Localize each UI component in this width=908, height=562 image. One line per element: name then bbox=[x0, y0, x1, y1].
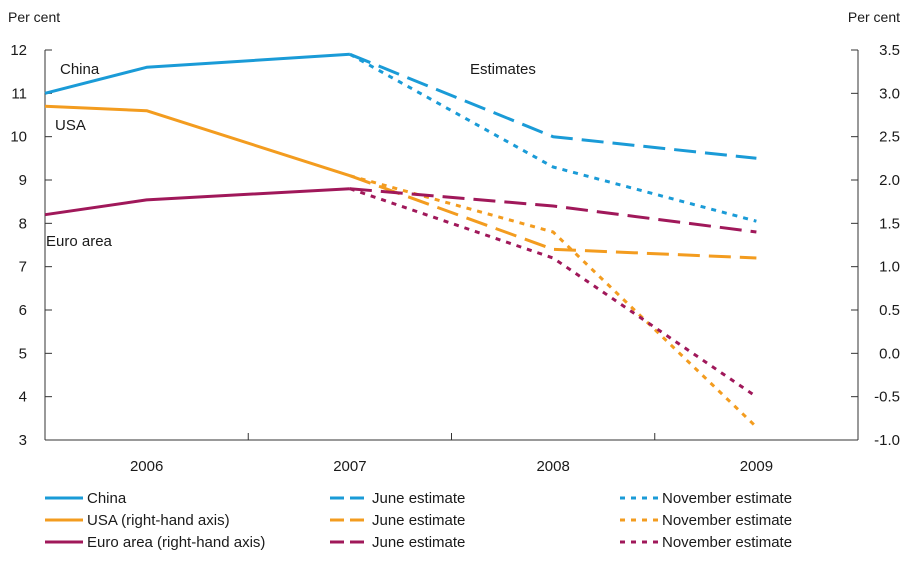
left-axis-tick-label: 8 bbox=[19, 215, 27, 232]
series-line-usa-june-estimate bbox=[349, 174, 757, 260]
series-line-euro-area-june-estimate bbox=[349, 187, 757, 234]
axes: 3 4 5 6 7 8 9 10 11 12 -1.0 -0.5 0.0 0.5 1.0 1.5 2.0 2.5 3… bbox=[10, 42, 900, 475]
x-axis-tick-label: 2006 bbox=[130, 458, 163, 475]
legend-label: Euro area (right-hand axis) bbox=[87, 534, 265, 551]
series-line-china-november-estimate bbox=[349, 52, 757, 223]
left-axis-tick-label: 4 bbox=[19, 389, 27, 406]
left-axis-unit-label: Per cent bbox=[8, 9, 60, 25]
right-axis-tick-label: 2.5 bbox=[879, 129, 900, 146]
left-axis-tick-label: 3 bbox=[19, 432, 27, 449]
series-line-usa-right-hand-axis bbox=[44, 104, 351, 178]
legend-label: China bbox=[87, 490, 127, 507]
estimates-annotation: Estimates bbox=[470, 61, 536, 78]
left-axis-tick-label: 11 bbox=[11, 85, 27, 102]
right-axis-tick-label: 3.0 bbox=[879, 85, 900, 102]
right-axis-tick-label: 1.5 bbox=[879, 215, 900, 232]
x-axis-tick-label: 2007 bbox=[333, 458, 366, 475]
x-axis-tick-label: 2009 bbox=[740, 458, 773, 475]
left-axis-tick-label: 9 bbox=[19, 172, 27, 189]
right-axis-tick-label: 0.0 bbox=[879, 345, 900, 362]
right-axis-tick-label: 2.0 bbox=[879, 172, 900, 189]
legend-label: November estimate bbox=[662, 512, 792, 529]
legend-label: June estimate bbox=[372, 512, 465, 529]
series-line-euro-area-november-estimate bbox=[349, 187, 758, 398]
legend-label: November estimate bbox=[662, 490, 792, 507]
right-axis-tick-label: 3.5 bbox=[879, 42, 900, 59]
right-axis-tick-label: -0.5 bbox=[874, 389, 900, 406]
series-line-euro-area-right-hand-axis bbox=[44, 187, 350, 217]
legend: China June estimate November estimate USA (… bbox=[45, 490, 792, 551]
legend-label: June estimate bbox=[372, 534, 465, 551]
left-axis-tick-label: 12 bbox=[10, 42, 27, 59]
usa-label: USA bbox=[55, 117, 86, 134]
legend-label: June estimate bbox=[372, 490, 465, 507]
legend-label: USA (right-hand axis) bbox=[87, 512, 230, 529]
left-axis-tick-label: 7 bbox=[19, 259, 27, 276]
series-line-china-june-estimate bbox=[349, 52, 757, 160]
left-axis-tick-label: 10 bbox=[10, 129, 27, 146]
series-layer bbox=[44, 52, 758, 429]
euro-area-label: Euro area bbox=[46, 233, 113, 250]
left-axis-tick-label: 5 bbox=[19, 345, 27, 362]
right-axis-unit-label: Per cent bbox=[848, 9, 900, 25]
series-line-china bbox=[44, 52, 350, 95]
left-axis-tick-label: 6 bbox=[19, 302, 27, 319]
china-label: China bbox=[60, 61, 100, 78]
right-axis-tick-label: 0.5 bbox=[879, 302, 900, 319]
x-axis-tick-label: 2008 bbox=[536, 458, 569, 475]
right-axis-tick-label: -1.0 bbox=[874, 432, 900, 449]
legend-label: November estimate bbox=[662, 534, 792, 551]
right-axis-tick-label: 1.0 bbox=[879, 259, 900, 276]
series-line-usa-november-estimate bbox=[349, 174, 758, 429]
